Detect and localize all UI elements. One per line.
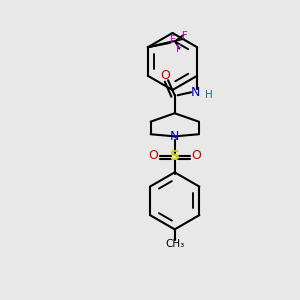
Text: O: O <box>192 149 202 162</box>
Text: S: S <box>170 149 180 163</box>
Text: F: F <box>182 31 188 41</box>
Text: N: N <box>191 86 200 99</box>
Text: N: N <box>170 130 179 143</box>
Text: F: F <box>170 35 176 45</box>
Text: H: H <box>205 90 213 100</box>
Text: O: O <box>160 69 170 82</box>
Text: F: F <box>176 44 182 54</box>
Text: O: O <box>148 149 158 162</box>
Text: CH₃: CH₃ <box>165 239 184 249</box>
